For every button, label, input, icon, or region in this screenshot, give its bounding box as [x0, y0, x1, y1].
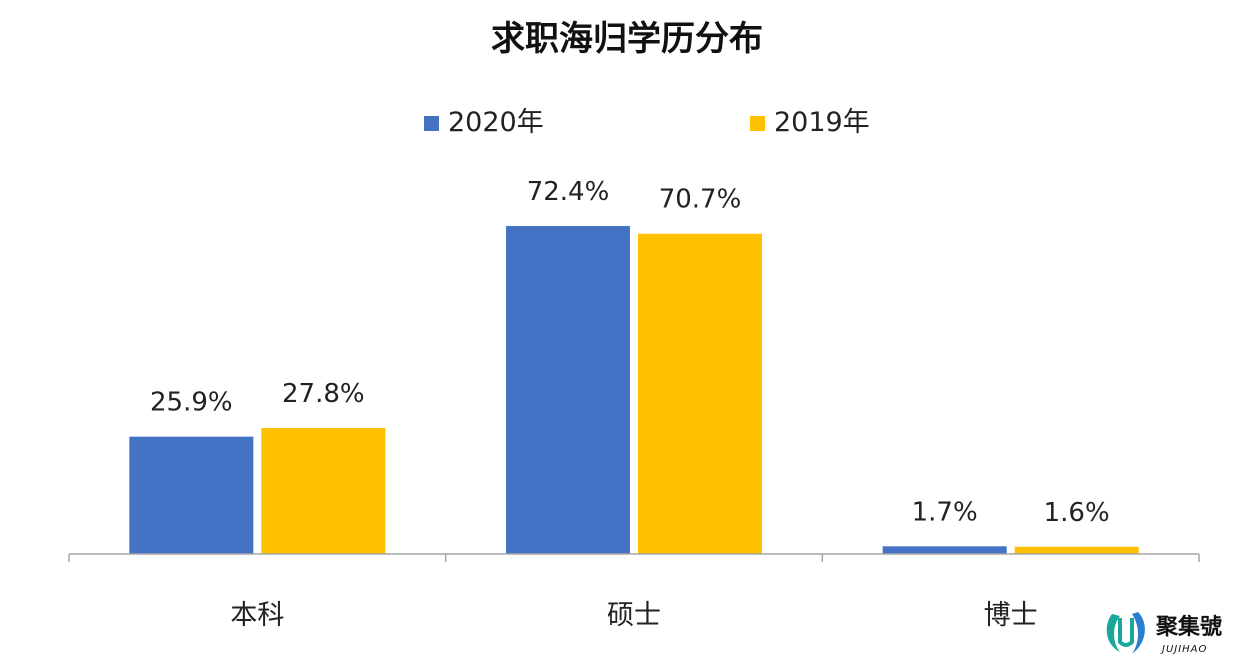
chart-title: 求职海归学历分布 [491, 19, 763, 59]
bars [129, 226, 1139, 554]
category-labels: 本科 硕士 博士 [230, 600, 1037, 631]
bar-series-2-2 [1014, 546, 1139, 554]
bar-series-2-0 [261, 428, 386, 554]
legend-label: 2019年 [774, 107, 870, 138]
data-label: 25.9% [150, 388, 233, 418]
data-label: 27.8% [282, 379, 365, 409]
bar-series-2-1 [638, 233, 762, 554]
category-label: 硕士 [607, 600, 661, 631]
x-axis-ticks [68, 554, 1200, 562]
logo-icon [1106, 612, 1145, 654]
bar-series-1-0 [129, 436, 254, 554]
bar-series-1-1 [506, 226, 630, 554]
bar-series-1-2 [882, 546, 1007, 554]
legend-label: 2020年 [448, 107, 544, 138]
watermark-name: 聚集號 [1155, 614, 1222, 640]
data-label: 72.4% [527, 177, 610, 207]
data-label: 70.7% [659, 185, 742, 215]
data-labels: 25.9% 27.8% 72.4% 70.7% 1.7% 1.6% [150, 177, 1110, 528]
data-label: 1.7% [912, 497, 978, 527]
watermark-sub: JUJIHAO [1160, 644, 1207, 655]
data-label: 1.6% [1044, 498, 1110, 528]
watermark-logo: 聚集號 JUJIHAO [1106, 612, 1222, 655]
category-label: 博士 [984, 600, 1038, 631]
legend-swatch [424, 116, 439, 131]
category-label: 本科 [230, 600, 284, 631]
legend-swatch [750, 116, 765, 131]
legend: 2020年 2019年 [424, 107, 870, 138]
